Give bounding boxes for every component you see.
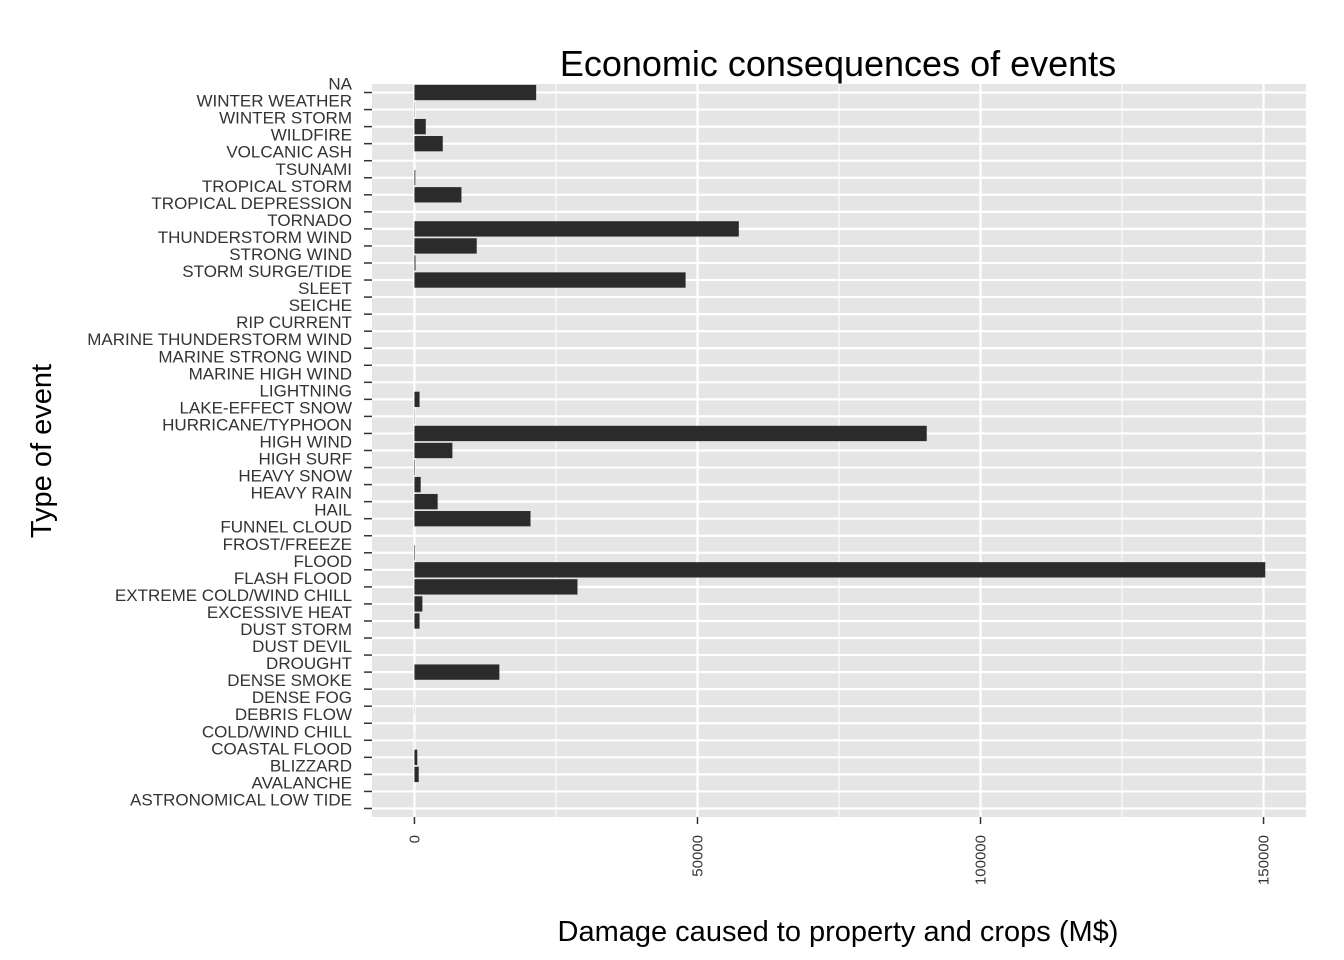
category-label: HURRICANE/TYPHOON: [162, 415, 352, 434]
category-label: STORM SURGE/TIDE: [182, 262, 352, 281]
category-label: AVALANCHE: [252, 773, 352, 792]
bar: [414, 442, 453, 459]
x-tick-label: 150000: [1256, 835, 1273, 885]
category-label: MARINE HIGH WIND: [189, 364, 352, 383]
bar: [414, 664, 500, 680]
category-label: TSUNAMI: [276, 160, 353, 179]
chart-title: Economic consequences of events: [560, 43, 1116, 84]
bar: [414, 118, 426, 135]
category-label: HEAVY RAIN: [251, 484, 352, 503]
category-label: TORNADO: [267, 211, 352, 230]
category-label: TROPICAL STORM: [202, 177, 352, 196]
x-tick-label: 50000: [689, 835, 706, 877]
category-label: HIGH WIND: [259, 433, 352, 452]
category-label: DEBRIS FLOW: [235, 705, 352, 724]
bars: [414, 84, 1266, 783]
bar: [414, 425, 927, 442]
y-axis-title: Type of event: [26, 364, 58, 538]
category-label: DENSE SMOKE: [227, 671, 352, 690]
category-label: SLEET: [298, 279, 352, 298]
category-label: MARINE STRONG WIND: [158, 347, 352, 366]
category-label: DUST STORM: [240, 620, 352, 639]
bar: [414, 493, 438, 510]
category-label: LIGHTNING: [259, 381, 352, 400]
x-tick-label: 0: [406, 835, 423, 843]
bar: [414, 766, 419, 783]
category-label: FLASH FLOOD: [234, 569, 352, 588]
category-label: ASTRONOMICAL LOW TIDE: [130, 790, 352, 809]
bar: [414, 613, 420, 629]
bar: [414, 596, 423, 612]
bar: [414, 562, 1266, 578]
category-label: HAIL: [314, 501, 352, 520]
x-axis-ticks: 0 50000 100000 150000: [406, 817, 1273, 885]
category-label: COASTAL FLOOD: [211, 739, 352, 758]
category-label: DUST DEVIL: [252, 637, 352, 656]
category-label: HEAVY SNOW: [238, 467, 352, 486]
category-label: EXCESSIVE HEAT: [207, 603, 352, 622]
category-label: TROPICAL DEPRESSION: [151, 194, 352, 213]
category-label: SEICHE: [289, 296, 352, 315]
bar: [414, 391, 420, 408]
bar: [414, 221, 739, 237]
category-label: STRONG WIND: [229, 245, 352, 264]
category-label: WINTER WEATHER: [196, 92, 352, 111]
x-axis-title: Damage caused to property and crops (M$): [558, 916, 1119, 948]
category-label: RIP CURRENT: [236, 313, 352, 332]
bar: [414, 511, 531, 527]
category-label: EXTREME COLD/WIND CHILL: [115, 586, 352, 605]
category-label: DENSE FOG: [252, 688, 352, 707]
bar: [414, 255, 416, 271]
category-label: VOLCANIC ASH: [226, 143, 352, 162]
bar: [414, 238, 477, 254]
category-label: FROST/FREEZE: [223, 535, 352, 554]
bar: [414, 545, 416, 561]
bar: [414, 459, 415, 476]
category-label: MARINE THUNDERSTORM WIND: [87, 330, 352, 349]
bar: [414, 84, 537, 101]
category-label: DROUGHT: [266, 654, 352, 673]
bar: [414, 476, 421, 493]
bar: [414, 135, 443, 152]
bar: [414, 579, 578, 595]
bar: [414, 187, 462, 203]
category-label: THUNDERSTORM WIND: [158, 228, 352, 247]
bar: [414, 749, 418, 766]
bar: [414, 272, 686, 288]
category-label: BLIZZARD: [270, 756, 352, 775]
category-label: HIGH SURF: [259, 450, 353, 469]
grid-lines: [372, 84, 1306, 817]
x-tick-label: 100000: [973, 835, 990, 885]
category-label: WINTER STORM: [219, 109, 352, 128]
bar: [414, 170, 416, 186]
category-label: COLD/WIND CHILL: [202, 722, 352, 741]
category-label: LAKE-EFFECT SNOW: [179, 398, 352, 417]
category-label: FUNNEL CLOUD: [220, 518, 352, 537]
category-label: NA: [328, 75, 352, 94]
category-label: FLOOD: [293, 552, 352, 571]
category-label: WILDFIRE: [271, 126, 352, 145]
